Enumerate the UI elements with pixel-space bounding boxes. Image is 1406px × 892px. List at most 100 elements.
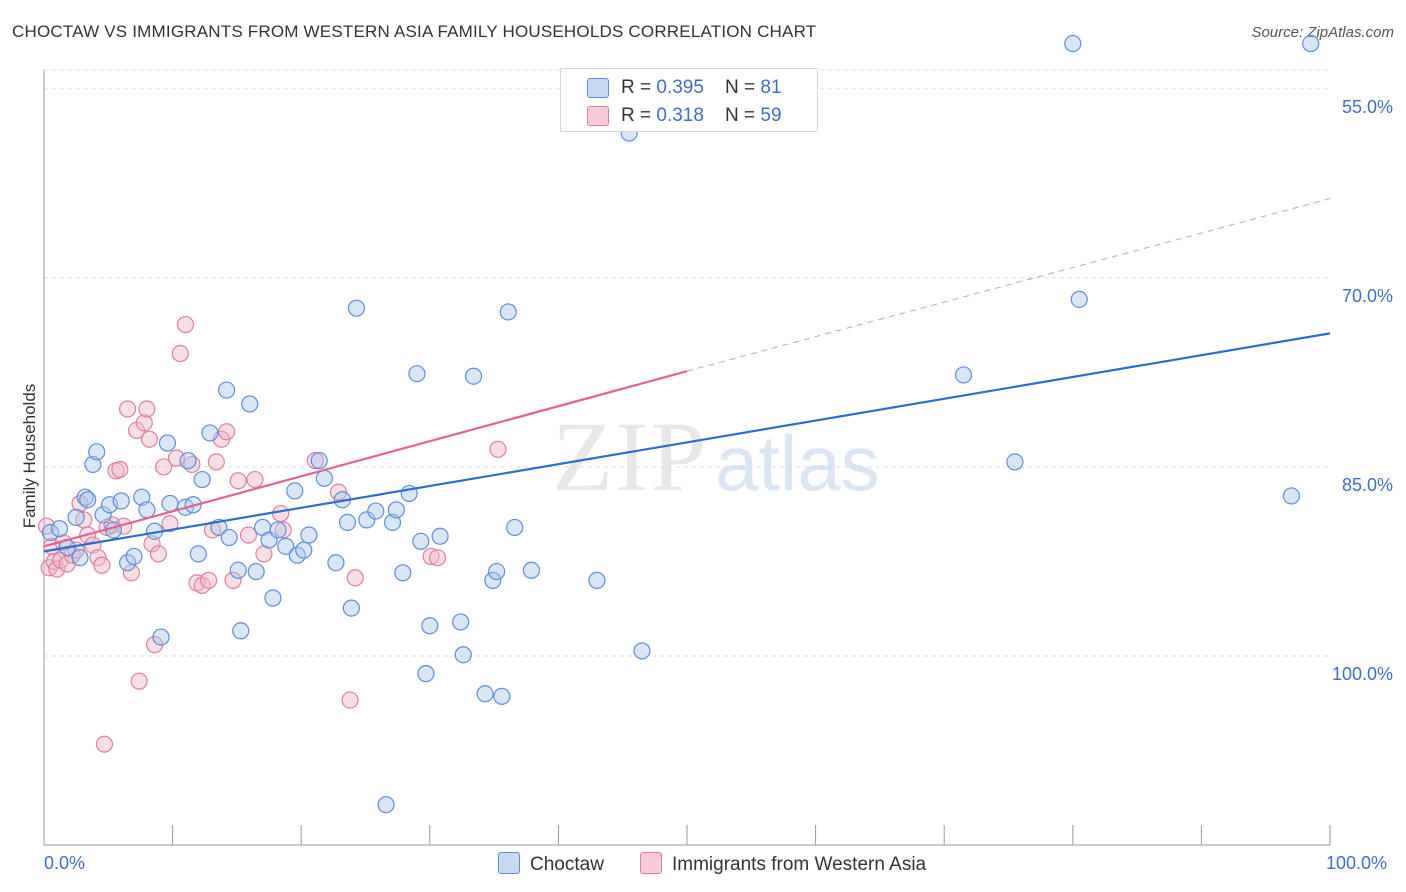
data-point-choctaw <box>954 366 973 384</box>
data-point-choctaw <box>315 469 333 487</box>
data-point-choctaw <box>218 381 236 399</box>
data-point-choctaw <box>377 796 395 814</box>
data-point-wa <box>239 526 258 544</box>
data-point-choctaw <box>179 452 197 470</box>
data-point-choctaw <box>347 299 366 317</box>
bottom-legend-swatch-choctaw <box>498 852 520 874</box>
trend-line-wa-extension <box>686 198 1331 372</box>
data-point-choctaw <box>286 482 304 500</box>
legend: R = 0.395 N = 81 R = 0.318 N = 59 <box>560 68 818 132</box>
data-point-choctaw <box>50 520 69 538</box>
data-point-wa <box>306 452 324 470</box>
data-point-wa <box>207 453 225 471</box>
data-point-wa <box>200 571 218 589</box>
source-label: Source: ZipAtlas.com <box>1251 24 1394 41</box>
data-point-wa <box>143 535 161 553</box>
data-point-wa <box>149 545 168 563</box>
bottom-legend-label-wa: Immigrants from Western Asia <box>672 854 927 875</box>
trend-line-choctaw <box>43 332 1331 553</box>
data-point-wa <box>154 458 173 476</box>
x-axis-max-label: 100.0% <box>1326 853 1388 873</box>
data-point-wa <box>118 400 137 418</box>
data-point-choctaw <box>464 367 483 385</box>
legend-r-label: R = <box>621 77 657 98</box>
bottom-legend-wa: Immigrants from Western Asia <box>640 852 926 876</box>
data-point-choctaw <box>295 541 313 559</box>
data-point-choctaw <box>327 554 345 572</box>
data-point-choctaw <box>522 561 540 579</box>
legend-swatch-wa <box>587 106 609 126</box>
data-point-choctaw <box>300 526 318 544</box>
data-point-wa <box>138 400 156 418</box>
data-point-choctaw <box>193 470 211 489</box>
data-point-choctaw <box>484 571 502 589</box>
data-point-wa <box>422 547 440 566</box>
data-point-wa <box>171 344 189 363</box>
data-point-choctaw <box>588 571 606 589</box>
data-point-choctaw <box>133 488 151 506</box>
legend-n-label: N = <box>725 77 761 98</box>
bottom-legend-choctaw: Choctaw <box>498 852 604 876</box>
data-point-wa <box>428 549 447 567</box>
data-point-choctaw <box>112 492 130 510</box>
data-point-choctaw <box>220 528 238 547</box>
axes <box>43 70 1331 846</box>
data-point-choctaw <box>1070 290 1088 308</box>
data-point-wa <box>122 564 141 582</box>
data-point-choctaw <box>232 622 250 640</box>
legend-n-value: 81 <box>760 77 782 98</box>
data-point-wa <box>111 460 129 479</box>
data-point-wa <box>218 423 236 441</box>
data-point-choctaw <box>84 455 102 474</box>
bottom-legend-swatch-wa <box>640 852 662 874</box>
data-point-wa <box>135 414 153 432</box>
legend-r-value: 0.318 <box>656 105 704 126</box>
data-point-choctaw <box>358 511 376 529</box>
data-point-wa <box>161 515 179 533</box>
data-point-choctaw <box>138 501 156 519</box>
data-point-choctaw <box>229 561 247 579</box>
data-point-choctaw <box>1302 34 1320 53</box>
data-point-wa <box>341 691 359 709</box>
data-point-choctaw <box>493 687 511 705</box>
data-point-choctaw <box>452 613 470 631</box>
x-axis-min-label: 0.0% <box>44 853 86 873</box>
data-point-choctaw <box>152 628 170 646</box>
data-point-choctaw <box>387 501 405 519</box>
data-point-choctaw <box>412 532 430 550</box>
series-immigrants-western-asia <box>37 315 507 753</box>
data-point-choctaw <box>264 589 282 607</box>
data-point-choctaw <box>431 527 449 545</box>
data-point-choctaw <box>189 545 207 563</box>
legend-n-value: 59 <box>760 105 782 126</box>
legend-r-value: 0.395 <box>656 77 704 98</box>
data-point-choctaw <box>499 303 517 321</box>
data-point-wa <box>176 315 195 334</box>
data-point-choctaw <box>118 554 137 572</box>
bottom-legend-label-choctaw: Choctaw <box>530 854 604 875</box>
watermark-atlas: atlas <box>715 419 880 507</box>
data-point-choctaw <box>342 599 360 617</box>
data-point-choctaw <box>454 646 472 664</box>
data-point-choctaw <box>310 452 328 470</box>
data-point-choctaw <box>201 424 219 442</box>
legend-n-label: N = <box>725 105 761 126</box>
data-point-choctaw <box>1006 453 1024 471</box>
data-point-choctaw <box>161 494 179 513</box>
legend-r-label: R = <box>621 105 657 126</box>
data-point-wa <box>489 440 507 458</box>
data-point-choctaw <box>269 521 287 539</box>
y-tick-label: 55.0% <box>1341 96 1393 117</box>
data-point-choctaw <box>408 365 426 383</box>
data-point-wa <box>93 556 111 574</box>
data-point-choctaw <box>476 685 494 703</box>
data-point-choctaw <box>41 523 60 542</box>
data-point-choctaw <box>383 513 402 531</box>
y-tick-label: 85.0% <box>1341 474 1393 495</box>
data-point-wa <box>246 470 264 489</box>
y-tick-label: 70.0% <box>1341 285 1393 306</box>
data-point-wa <box>48 560 66 578</box>
data-point-choctaw <box>158 434 177 452</box>
data-point-wa <box>130 672 148 690</box>
data-point-choctaw <box>277 537 295 555</box>
